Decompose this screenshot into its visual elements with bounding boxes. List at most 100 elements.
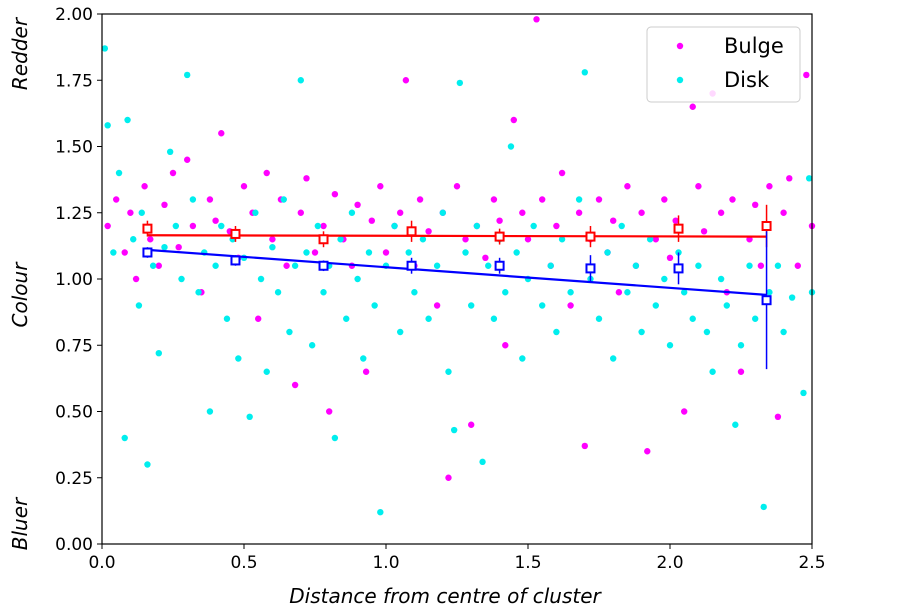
- disk-point: [360, 355, 367, 362]
- bulge-point: [291, 381, 299, 389]
- bulge-point: [189, 222, 197, 230]
- bulge-point: [206, 196, 214, 203]
- x-axis-title: Distance from centre of cluster: [289, 584, 602, 608]
- disk-point: [502, 289, 509, 296]
- disk-point: [618, 222, 625, 230]
- disk-point: [212, 262, 219, 269]
- disk-point: [189, 196, 197, 203]
- y-tick-label: 1.75: [55, 71, 93, 91]
- disk-point: [760, 503, 767, 511]
- bulge-bin-marker: [230, 228, 241, 239]
- disk-point: [257, 275, 265, 283]
- disk-point: [547, 262, 554, 269]
- bulge-point: [502, 342, 509, 349]
- disk-point: [766, 289, 773, 296]
- disk-point: [752, 315, 759, 322]
- bulge-point: [803, 71, 810, 79]
- disk-point: [115, 169, 123, 177]
- disk-point: [218, 222, 225, 230]
- bulge-bin-marker: [406, 226, 417, 237]
- y-axis: 0.00 0.25 0.50 0.75 1.00 1.25 1.50 1.75 2.00: [55, 5, 102, 555]
- y-tick-label: 0.75: [55, 336, 93, 356]
- disk-point: [172, 222, 180, 230]
- disk-point: [425, 315, 432, 322]
- bulge-bin-marker: [318, 234, 329, 245]
- bulge-point: [737, 368, 745, 375]
- disk-point: [161, 244, 168, 251]
- disk-point: [121, 434, 128, 442]
- disk-bin-marker: [230, 255, 241, 266]
- y-tick-label: 2.00: [55, 5, 93, 25]
- disk-point: [365, 249, 373, 256]
- disk-bin-marker: [318, 260, 329, 271]
- disk-point: [695, 262, 702, 269]
- disk-point: [439, 209, 446, 216]
- bulge-point: [104, 222, 111, 230]
- bulge-point: [615, 289, 623, 296]
- bulge-fit-line: [147, 234, 767, 238]
- y-tick-label: 0.50: [55, 403, 93, 423]
- bulge-point: [644, 448, 651, 455]
- bulge-bin-marker: [585, 231, 596, 242]
- disk-point: [135, 302, 143, 309]
- bulge-point: [155, 262, 162, 269]
- disk-point: [539, 302, 546, 309]
- bulge-point: [553, 222, 560, 230]
- x-tick-label: 2.5: [798, 553, 825, 573]
- disk-point: [314, 222, 322, 230]
- disk-point: [507, 143, 515, 150]
- bulge-point: [774, 413, 782, 420]
- disk-point: [638, 328, 645, 336]
- disk-point: [419, 236, 427, 243]
- disk-point: [553, 328, 560, 336]
- disk-point: [513, 249, 520, 256]
- disk-point: [689, 315, 696, 322]
- bulge-point: [311, 249, 319, 256]
- disk-bin-marker: [494, 260, 505, 271]
- disk-point: [246, 413, 253, 420]
- bulge-point: [757, 262, 765, 269]
- bulge-point: [689, 103, 696, 110]
- disk-point: [581, 69, 588, 76]
- disk-point: [377, 509, 384, 516]
- bulge-point: [717, 209, 725, 216]
- x-tick-label: 2.0: [656, 553, 683, 573]
- bulge-point: [468, 421, 475, 428]
- bulge-point: [297, 209, 304, 216]
- legend: Bulge Disk: [646, 26, 801, 103]
- disk-point: [155, 350, 162, 357]
- bulge-point: [368, 217, 375, 224]
- bulge-point: [652, 236, 659, 243]
- bulge-point: [269, 236, 276, 243]
- bulge-point: [255, 315, 262, 322]
- disk-point: [223, 315, 231, 322]
- binned-markers-layer: [142, 204, 772, 370]
- bulge-point: [263, 169, 270, 177]
- bulge-point: [462, 236, 469, 243]
- bulge-point: [794, 262, 801, 269]
- legend-bulge-label: Bulge: [724, 34, 784, 58]
- bulge-point: [445, 474, 452, 481]
- bulge-point: [672, 217, 679, 224]
- bulge-point: [425, 228, 432, 235]
- disk-point: [343, 315, 350, 322]
- disk-point: [737, 342, 745, 349]
- bulge-point: [416, 196, 424, 203]
- y-tick-label: 1.00: [55, 270, 93, 290]
- disk-bin-marker: [406, 260, 417, 271]
- disk-point: [462, 249, 469, 256]
- bulge-point: [681, 408, 688, 415]
- disk-bin-marker: [761, 295, 772, 306]
- bulge-point: [320, 222, 327, 230]
- legend-disk-marker: [676, 76, 684, 84]
- disk-point: [624, 289, 631, 296]
- fit-lines-layer: [147, 234, 767, 296]
- disk-point: [558, 236, 566, 243]
- bulge-point: [331, 191, 339, 198]
- y-tick-label: 1.50: [55, 138, 93, 158]
- x-tick-label: 0.0: [88, 553, 115, 573]
- bulge-point: [558, 169, 566, 177]
- disk-point: [774, 262, 782, 269]
- disk-point: [331, 434, 339, 442]
